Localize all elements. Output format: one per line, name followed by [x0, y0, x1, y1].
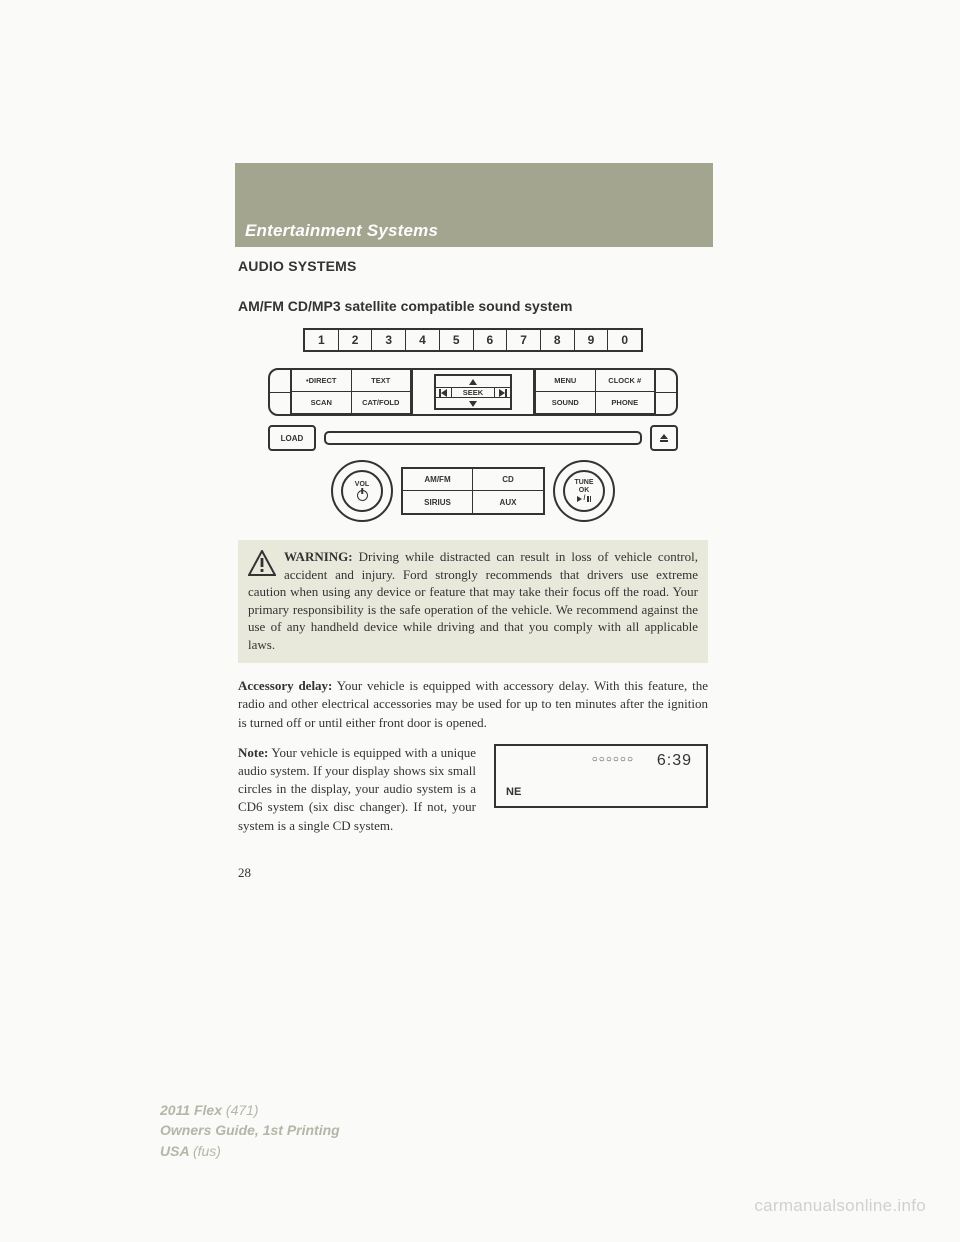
- footer-usa-code: (fus): [193, 1143, 221, 1159]
- preset-6: 6: [474, 330, 508, 350]
- display-ne: NE: [506, 786, 521, 798]
- source-grid: AM/FM CD SIRIUS AUX: [401, 467, 545, 515]
- footer-model-code: (471): [226, 1102, 259, 1118]
- cd-slot: [324, 431, 642, 445]
- menu-label: MENU: [536, 370, 596, 391]
- ok-label: OK: [579, 487, 590, 495]
- power-icon: [357, 490, 368, 501]
- radio-panel-row1: •DIRECT TEXT SCAN CAT/FOLD SEEK: [268, 368, 678, 416]
- eject-icon: [660, 434, 668, 442]
- display-time: 6:39: [657, 752, 692, 770]
- display-figure: ○○○○○○ 6:39 NE: [494, 744, 708, 808]
- display-dots: ○○○○○○: [592, 754, 634, 765]
- heading-sound-system: AM/FM CD/MP3 satellite compatible sound …: [238, 298, 708, 314]
- text-label: TEXT: [352, 376, 411, 385]
- tune-knob: TUNE OK /: [553, 460, 615, 522]
- heading-audio-systems: AUDIO SYSTEMS: [238, 258, 708, 274]
- aux-label: AUX: [473, 491, 543, 513]
- warning-icon: [248, 550, 276, 576]
- warning-label: WARNING:: [284, 549, 353, 564]
- preset-9: 9: [575, 330, 609, 350]
- eject-button: [650, 425, 678, 451]
- seek-label: SEEK: [452, 388, 494, 397]
- volume-knob: VOL: [331, 460, 393, 522]
- page-header-title: Entertainment Systems: [245, 222, 438, 239]
- radio-panel-row3: VOL AM/FM CD SIRIUS AUX TUNE OK /: [268, 460, 678, 522]
- radio-panel-row2: LOAD: [268, 426, 678, 450]
- warning-box: WARNING: Driving while distracted can re…: [238, 540, 708, 663]
- page-number: 28: [238, 865, 708, 881]
- seek-up-icon: [469, 379, 477, 385]
- footer-block: 2011 Flex (471) Owners Guide, 1st Printi…: [160, 1100, 340, 1161]
- preset-3: 3: [372, 330, 406, 350]
- watermark: carmanualsonline.info: [754, 1196, 926, 1216]
- phone-label: PHONE: [596, 398, 655, 407]
- note-paragraph: Note: Your vehicle is equipped with a un…: [238, 744, 476, 835]
- seek-control: SEEK: [434, 374, 512, 410]
- amfm-label: AM/FM: [403, 469, 473, 491]
- clock-label: CLOCK #: [596, 376, 655, 385]
- preset-4: 4: [406, 330, 440, 350]
- direct-label: •DIRECT: [292, 370, 352, 391]
- note-label: Note:: [238, 745, 268, 760]
- accessory-label: Accessory delay:: [238, 678, 332, 693]
- preset-0: 0: [608, 330, 641, 350]
- note-text: Your vehicle is equipped with a unique a…: [238, 745, 476, 833]
- footer-guide: Owners Guide, 1st Printing: [160, 1120, 340, 1140]
- accessory-paragraph: Accessory delay: Your vehicle is equippe…: [238, 677, 708, 732]
- playpause-icon: /: [577, 495, 592, 503]
- warning-text: Driving while distracted can result in l…: [248, 549, 698, 652]
- seek-prev-icon: [441, 389, 447, 397]
- preset-number-row: 1 2 3 4 5 6 7 8 9 0: [303, 328, 643, 352]
- tune-label: TUNE: [574, 479, 593, 487]
- footer-model-bold: 2011 Flex: [160, 1102, 226, 1118]
- scan-label: SCAN: [292, 392, 352, 413]
- note-row: Note: Your vehicle is equipped with a un…: [238, 744, 708, 835]
- sound-label: SOUND: [536, 392, 596, 413]
- radio-diagram: 1 2 3 4 5 6 7 8 9 0 •DIRECT TEXT SCAN CA…: [268, 328, 678, 522]
- page-content: AUDIO SYSTEMS AM/FM CD/MP3 satellite com…: [238, 258, 708, 881]
- preset-1: 1: [305, 330, 339, 350]
- seek-down-icon: [469, 401, 477, 407]
- sirius-label: SIRIUS: [403, 491, 473, 513]
- load-button-label: LOAD: [268, 425, 316, 451]
- cd-label: CD: [473, 469, 543, 491]
- preset-8: 8: [541, 330, 575, 350]
- footer-usa-bold: USA: [160, 1143, 193, 1159]
- preset-2: 2: [339, 330, 373, 350]
- catfold-label: CAT/FOLD: [352, 398, 411, 407]
- preset-7: 7: [507, 330, 541, 350]
- preset-5: 5: [440, 330, 474, 350]
